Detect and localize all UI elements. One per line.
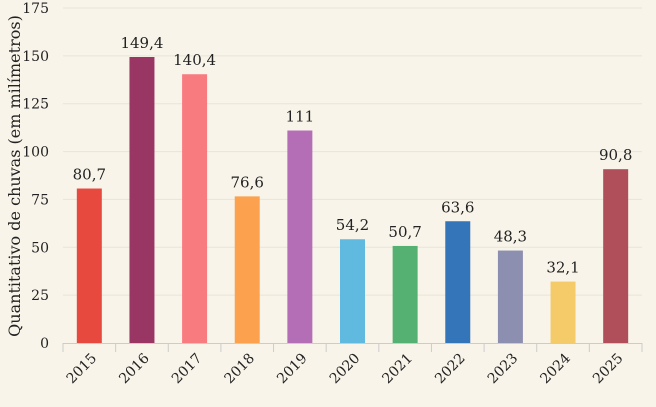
- gridlines: [63, 7, 642, 296]
- bar-2022: [445, 221, 471, 343]
- y-axis-ticks: 0 25 50 75 100 125 150 175: [22, 1, 49, 352]
- data-label: 140,4: [173, 51, 216, 69]
- bar-2024: [550, 281, 576, 343]
- x-tick-label: 2023: [485, 351, 522, 388]
- data-label: 48,3: [494, 228, 527, 246]
- data-label: 50,7: [388, 223, 421, 241]
- bar-2025: [603, 169, 629, 343]
- bar-2021: [392, 245, 418, 343]
- data-label: 90,8: [599, 146, 632, 164]
- bars: [76, 57, 629, 344]
- data-label: 111: [286, 108, 315, 126]
- data-label: 149,4: [120, 34, 163, 52]
- y-tick-label: 100: [22, 145, 49, 161]
- y-axis-title: Quantitativo de chuvas (em milímetros): [5, 15, 24, 337]
- y-tick-label: 25: [31, 288, 49, 304]
- bar-2020: [340, 239, 365, 343]
- bar-2016: [129, 57, 155, 344]
- y-tick-label: 125: [22, 97, 49, 113]
- y-tick-label: 0: [40, 336, 49, 352]
- x-tick-label: 2016: [116, 350, 153, 387]
- y-tick-label: 175: [22, 1, 49, 17]
- x-tick-label: 2022: [432, 351, 469, 388]
- data-label: 54,2: [336, 216, 369, 234]
- x-tick-label: 2017: [169, 351, 206, 388]
- bar-2023: [497, 250, 523, 343]
- data-label: 32,1: [546, 259, 579, 277]
- data-label: 80,7: [73, 166, 106, 184]
- bar-2015: [76, 188, 102, 343]
- bar-2019: [287, 130, 313, 343]
- data-label: 76,6: [231, 173, 264, 191]
- data-labels: 80,7 149,4 140,4 76,6 111 54,2 50,7 63,6 48,3 32,…: [73, 34, 633, 277]
- x-tick-label: 2021: [379, 351, 416, 388]
- bar-2018: [234, 196, 260, 343]
- y-tick-label: 75: [31, 192, 49, 208]
- x-tick-label: 2019: [274, 351, 311, 388]
- x-tick-label: 2025: [590, 351, 627, 388]
- y-tick-label: 50: [31, 240, 49, 256]
- y-tick-label: 150: [22, 49, 49, 65]
- x-tick-label: 2015: [64, 351, 101, 388]
- x-tick-label: 2024: [537, 350, 574, 387]
- bar-2017: [182, 74, 208, 343]
- x-tick-label: 2018: [222, 351, 259, 388]
- data-label: 63,6: [441, 198, 474, 216]
- x-axis: 2015 2016 2017 2018 2019 2020 2021 2022 2023 2024…: [62, 343, 643, 388]
- x-tick-label: 2020: [327, 351, 364, 388]
